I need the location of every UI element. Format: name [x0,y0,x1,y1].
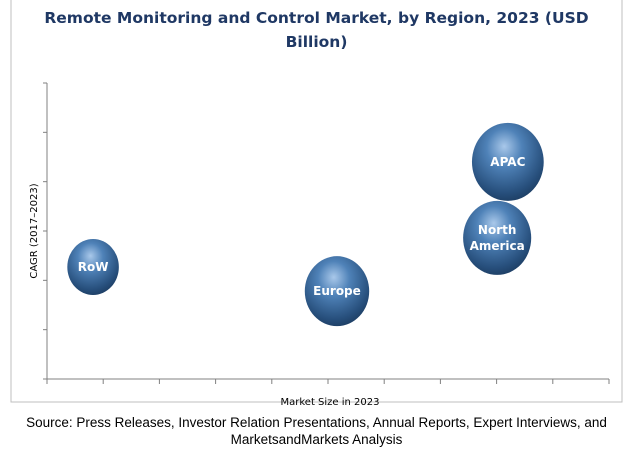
bubble-label: APAC [490,155,525,169]
bubble-north-america: North America [463,200,532,275]
x-axis-label: Market Size in 2023 [280,397,379,408]
chart-title-line-2: Billion) [285,33,348,51]
bubble-apac: APAC [471,122,544,201]
chart-title: Remote Monitoring and Control Market, by… [0,6,633,54]
chart-title-line-1: Remote Monitoring and Control Market, by… [44,9,589,27]
y-axis-label: CAGR (2017–2023) [29,183,40,278]
chart-frame [10,0,623,403]
bubble-label: America [470,239,525,253]
bubble-mark [304,256,370,327]
bubble-row: RoW [67,239,119,296]
bubble-mark [463,200,532,275]
bubble-mark [67,239,119,296]
source-note: Source: Press Releases, Investor Relatio… [26,415,607,447]
bubble-label: North [478,223,516,237]
bubble-europe: Europe [304,256,370,327]
bubble-mark [471,122,544,201]
bubble-label: Europe [313,284,361,298]
bubble-label: RoW [78,260,109,274]
